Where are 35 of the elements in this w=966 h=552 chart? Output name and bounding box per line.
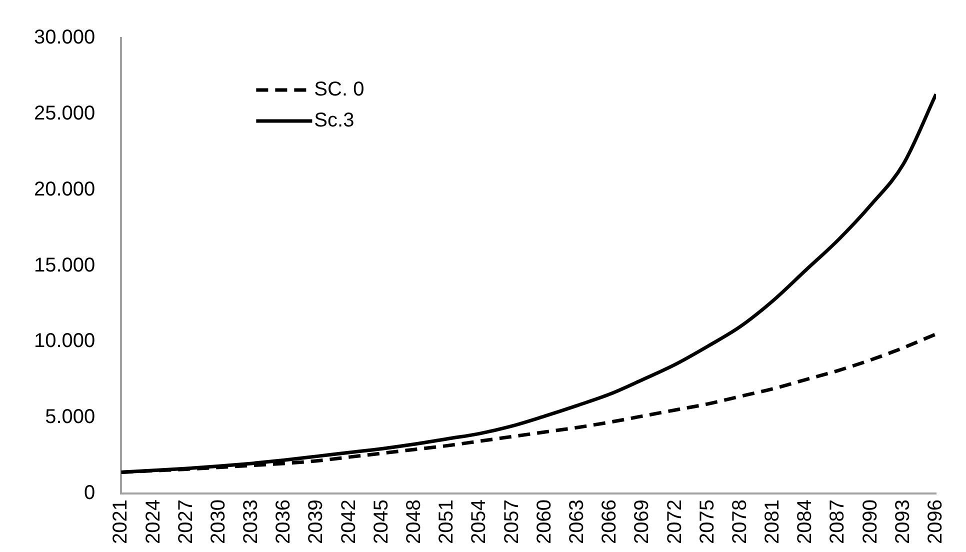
x-tick-label: 2096	[924, 500, 947, 544]
x-tick-label: 2087	[826, 500, 849, 544]
x-tick-label: 2078	[728, 500, 751, 544]
x-tick-label: 2048	[403, 500, 426, 544]
x-tick-label: 2036	[272, 500, 295, 544]
x-tick-label: 2084	[794, 500, 816, 544]
y-tick-label: 5.000	[45, 406, 96, 428]
x-tick-label: 2081	[762, 500, 784, 544]
y-tick-label: 20.000	[34, 178, 96, 200]
x-tick-label: 2021	[110, 500, 132, 544]
x-tick-label: 2072	[664, 500, 686, 544]
y-tick-label: 30.000	[34, 26, 96, 49]
x-tick-label: 2030	[207, 500, 230, 544]
y-tick-label: 25.000	[34, 102, 96, 124]
x-tick-label: 2039	[305, 500, 328, 544]
legend-label: Sc.3	[314, 110, 354, 132]
legend-label: SC. 0	[314, 78, 364, 101]
x-tick-label: 2060	[533, 500, 556, 544]
x-tick-label: 2054	[468, 500, 490, 544]
x-tick-label: 2063	[566, 500, 588, 544]
x-tick-label: 2042	[338, 500, 360, 544]
x-tick-label: 2027	[174, 500, 197, 544]
x-tick-label: 2069	[631, 500, 654, 544]
x-tick-label: 2093	[892, 500, 914, 544]
y-tick-label: 15.000	[34, 254, 96, 276]
x-tick-label: 2045	[370, 500, 392, 544]
x-tick-label: 2057	[500, 500, 523, 544]
y-tick-label: 10.000	[34, 330, 96, 352]
y-tick-label: 0	[84, 482, 96, 504]
x-tick-label: 2033	[240, 500, 262, 544]
x-tick-label: 2066	[598, 500, 621, 544]
x-tick-label: 2024	[142, 500, 164, 544]
x-tick-label: 2051	[436, 500, 458, 544]
x-tick-label: 2090	[859, 500, 882, 544]
x-tick-label: 2075	[696, 500, 718, 544]
